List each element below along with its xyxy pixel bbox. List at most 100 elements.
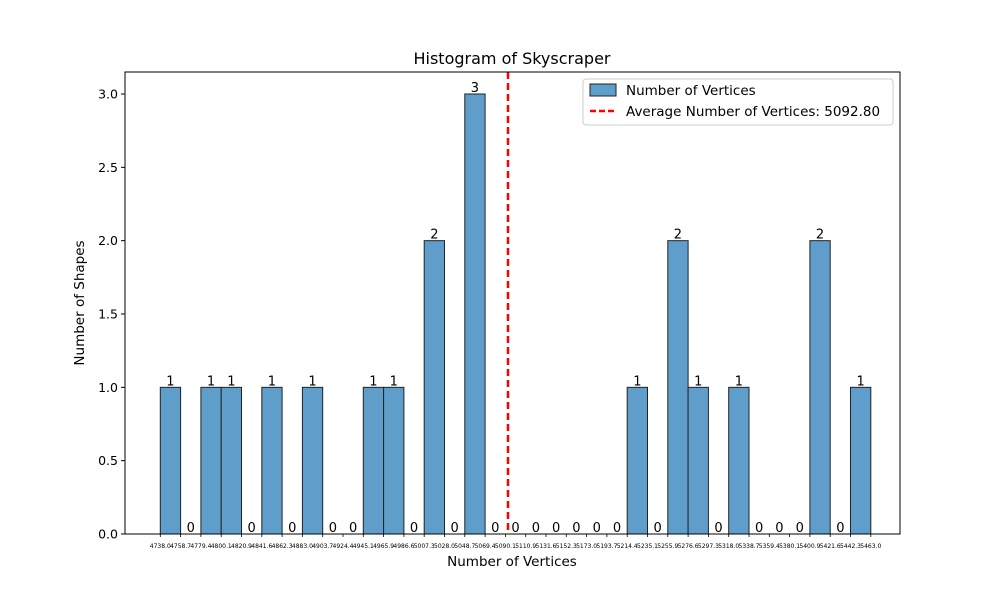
y-axis-label: Number of Shapes [72, 240, 88, 365]
x-tick-label: 5214.4 [617, 543, 638, 550]
bar-count-label: 1 [857, 374, 865, 389]
bar-count-label: 0 [654, 521, 662, 536]
x-tick-label: 4924.4 [333, 543, 354, 550]
x-tick-label: 5338.7 [739, 543, 760, 550]
histogram-bar [220, 386, 242, 535]
x-tick-label: 5421.6 [820, 543, 841, 550]
x-tick-label: 4945.1 [353, 543, 374, 550]
bar-count-label: 0 [755, 521, 763, 536]
legend-bar-swatch [589, 83, 617, 97]
bar-count-label: 1 [369, 374, 377, 389]
bar-count-label: 2 [816, 228, 824, 243]
bar-count-label: 0 [714, 521, 722, 536]
bar-count-label: 0 [491, 521, 499, 536]
legend-bar-label: Number of Vertices [626, 83, 756, 99]
plot-frame [124, 71, 901, 535]
histogram-bar [362, 386, 385, 535]
bar-count-label: 2 [430, 228, 438, 243]
y-tick-label: 1.0 [98, 380, 118, 395]
bar-count-label: 0 [532, 521, 540, 536]
x-tick-label: 5028.0 [434, 543, 455, 550]
histogram-bar [159, 386, 182, 535]
histogram-bar [850, 386, 872, 535]
bar-count-label: 1 [166, 374, 174, 389]
x-tick-label: 5297.3 [698, 543, 719, 550]
x-tick-label: 4841.6 [251, 543, 272, 550]
x-tick-label: 4986.6 [393, 543, 414, 550]
x-tick-label: 5069.4 [475, 543, 496, 550]
bar-count-label: 0 [187, 521, 195, 536]
x-tick-label: 5110.9 [515, 543, 536, 550]
x-tick-label: 5090.1 [495, 543, 516, 550]
x-tick-label: 5235.1 [637, 543, 658, 550]
x-tick-label: 4883.0 [292, 543, 313, 550]
bar-count-label: 1 [633, 374, 641, 389]
x-tick-label: 5173.0 [576, 543, 597, 550]
x-tick-label: 5007.3 [414, 543, 435, 550]
bar-count-label: 0 [796, 521, 804, 536]
bar-count-label: 0 [613, 521, 621, 536]
x-tick-label: 5193.7 [596, 543, 617, 550]
chart-title: Histogram of Skyscraper [413, 49, 610, 68]
histogram-bar [809, 240, 831, 535]
legend: Number of Vertices Average Number of Ver… [582, 78, 894, 126]
histogram-bar [261, 386, 283, 535]
x-tick-label: 5276.6 [678, 543, 699, 550]
bar-count-label: 0 [836, 521, 844, 536]
y-tick-label: 0.5 [98, 453, 118, 468]
y-tick-label: 3.0 [98, 87, 118, 102]
x-tick-label: 5463.0 [860, 543, 881, 550]
histogram-bar [687, 386, 709, 535]
x-tick-label: 5131.6 [536, 543, 557, 550]
x-tick-label: 4965.9 [373, 543, 394, 550]
y-tick-label: 0.0 [98, 527, 118, 542]
histogram-bar [728, 386, 750, 535]
y-tick-label: 2.0 [98, 233, 118, 248]
bar-count-label: 0 [288, 521, 296, 536]
y-tick-label: 1.5 [98, 307, 118, 322]
legend-frame [582, 78, 894, 126]
histogram-bar [383, 386, 405, 535]
x-tick-label: 4903.7 [312, 543, 333, 550]
bar-count-label: 1 [694, 374, 702, 389]
bar-count-label: 3 [471, 81, 479, 96]
x-tick-label: 5380.1 [779, 543, 800, 550]
y-tick-label: 2.5 [98, 160, 118, 175]
histogram-bar [464, 93, 486, 535]
bar-count-label: 0 [511, 521, 519, 536]
bar-count-label: 0 [410, 521, 418, 536]
x-tick-label: 5359.4 [759, 543, 780, 550]
histogram-bar [667, 240, 689, 535]
x-tick-label: 5152.3 [556, 543, 577, 550]
x-tick-label: 4738.0 [150, 543, 171, 550]
bar-count-label: 0 [593, 521, 601, 536]
bar-count-label: 1 [227, 374, 235, 389]
x-tick-label: 5318.0 [718, 543, 739, 550]
bar-count-label: 0 [552, 521, 560, 536]
x-tick-label: 4800.1 [211, 543, 232, 550]
bar-count-label: 1 [207, 374, 215, 389]
bar-count-label: 2 [674, 228, 682, 243]
histogram-bar [423, 240, 446, 535]
legend-average-label: Average Number of Vertices: 5092.80 [626, 104, 880, 120]
bar-count-label: 0 [775, 521, 783, 536]
bar-count-label: 0 [572, 521, 580, 536]
bar-count-label: 0 [451, 521, 459, 536]
bar-count-label: 0 [349, 521, 357, 536]
x-tick-label: 4779.4 [190, 543, 211, 550]
histogram-bar [301, 386, 324, 535]
x-tick-label: 4862.3 [272, 543, 293, 550]
histogram-bar [200, 386, 222, 535]
x-tick-label: 5400.9 [799, 543, 820, 550]
x-tick-label: 5442.3 [840, 543, 861, 550]
x-tick-label: 4820.9 [231, 543, 252, 550]
bar-count-label: 1 [308, 374, 316, 389]
x-tick-label: 5255.9 [657, 543, 678, 550]
bar-count-label: 1 [390, 374, 398, 389]
histogram-bar [626, 386, 649, 535]
x-tick-label: 4758.7 [170, 543, 191, 550]
bar-count-label: 1 [268, 374, 276, 389]
bar-count-label: 0 [248, 521, 256, 536]
